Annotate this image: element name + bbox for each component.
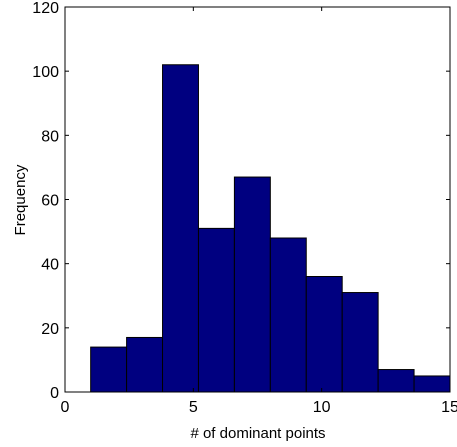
histogram-bar — [377, 369, 415, 393]
y-tick-label: 100 — [32, 64, 59, 81]
histogram-bar — [126, 336, 164, 393]
histogram-bar — [197, 227, 235, 393]
x-tick-label: 5 — [189, 399, 198, 416]
histogram-bar — [233, 176, 271, 393]
histogram-bar — [305, 276, 343, 393]
histogram-bar — [413, 375, 451, 393]
histogram-bar — [341, 292, 379, 393]
ticks-group: 0 5 10 15 0 20 40 60 80 100 120 — [32, 0, 457, 416]
histogram-bar — [269, 237, 307, 393]
y-tick-label: 120 — [32, 0, 59, 17]
y-axis-label: Frequency — [12, 164, 29, 235]
bars-group — [90, 64, 451, 393]
histogram-bar — [162, 64, 199, 393]
y-tick-label: 40 — [41, 257, 59, 274]
x-tick-label: 0 — [61, 399, 70, 416]
y-tick-label: 0 — [50, 385, 59, 402]
y-tick-label: 20 — [41, 321, 59, 338]
x-axis-label: # of dominant points — [190, 425, 325, 442]
histogram-bar — [90, 346, 128, 393]
x-tick-label: 10 — [313, 399, 331, 416]
x-tick-label: 15 — [441, 399, 457, 416]
y-tick-label: 80 — [41, 128, 59, 145]
y-tick-label: 60 — [41, 193, 59, 210]
